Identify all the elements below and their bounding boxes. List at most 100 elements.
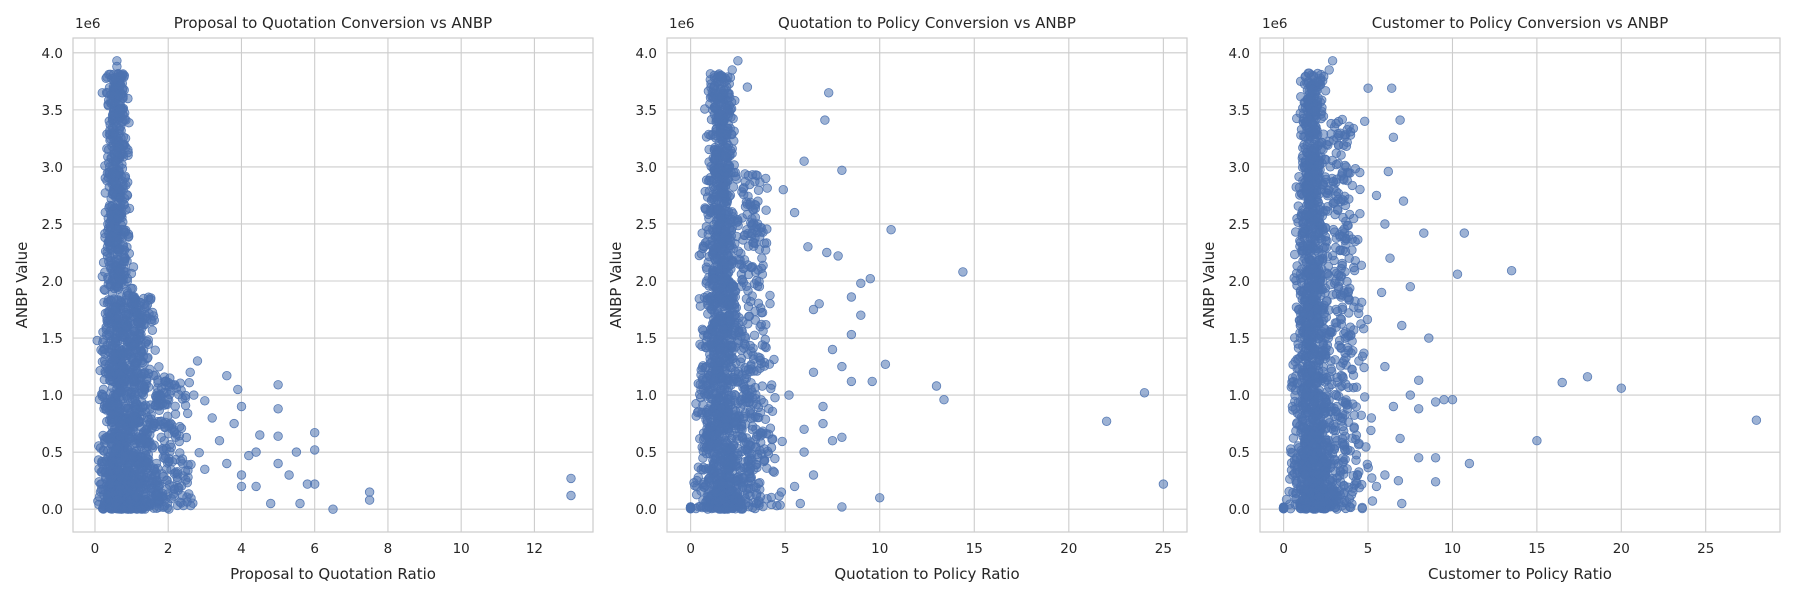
scatter-point (795, 498, 806, 509)
scatter-point (789, 481, 800, 492)
scatter-point (105, 460, 115, 470)
x-axis-label: Proposal to Quotation Ratio (230, 565, 436, 583)
x-tick-label: 12 (526, 541, 543, 557)
scatter-point (108, 361, 118, 372)
scatter-point (142, 300, 153, 310)
scatter-point (121, 205, 131, 215)
scatter-point (754, 244, 765, 255)
scatter-point (151, 458, 162, 469)
scatter-point (566, 473, 576, 484)
scatter-point (820, 115, 830, 125)
scatter-point (726, 112, 736, 122)
y-offset-label: 1e6 (75, 16, 100, 32)
scatter-point (107, 122, 118, 133)
scatter-point (750, 267, 761, 277)
scatter-point (701, 464, 711, 474)
y-tick-label: 3.5 (42, 103, 63, 119)
scatter-point (251, 481, 261, 492)
scatter-points (685, 56, 1169, 514)
scatter-point (103, 297, 114, 307)
scatter-point (691, 399, 701, 409)
scatter-point (698, 453, 708, 463)
x-tick-label: 6 (310, 541, 319, 557)
scatter-point (710, 150, 721, 160)
scatter-point (724, 79, 735, 89)
scatter-point (716, 213, 726, 223)
scatter-point (746, 296, 756, 307)
scatter-point (116, 472, 126, 482)
scatter-point (291, 447, 302, 457)
scatter-point (733, 450, 743, 461)
scatter-point (706, 295, 716, 305)
scatter-point (720, 151, 730, 161)
scatter-point (129, 375, 139, 386)
scatter-point (762, 224, 772, 234)
y-tick-label: 1.5 (636, 331, 657, 347)
scatter-point (122, 342, 132, 352)
scatter-point (808, 367, 819, 378)
scatter-point (703, 229, 714, 239)
y-axis-label: ANBP Value (607, 242, 625, 329)
scatter-point (110, 72, 120, 83)
scatter-point (132, 358, 142, 368)
scatter-point (273, 431, 283, 441)
scatter-point (728, 376, 738, 387)
scatter-point (757, 381, 768, 391)
scatter-point (761, 173, 771, 184)
scatter-point (132, 307, 142, 317)
y-tick-label: 3.0 (636, 160, 657, 176)
scatter-point (733, 220, 743, 231)
scatter-point (112, 61, 122, 72)
scatter-point (154, 362, 164, 372)
scatter-point (118, 240, 129, 250)
y-tick-label: 0.0 (42, 502, 63, 518)
scatter-point (295, 498, 305, 509)
scatter-point (176, 423, 187, 434)
scatter-point (189, 390, 199, 400)
scatter-point (150, 345, 160, 355)
scatter-point (184, 378, 195, 388)
scatter-point (740, 384, 750, 394)
scatter-point (229, 418, 239, 429)
scatter-point (766, 383, 776, 394)
scatter-point (1139, 388, 1150, 398)
x-tick-label: 0 (686, 541, 695, 557)
scatter-point (147, 316, 157, 327)
scatter-point (704, 425, 714, 435)
scatter-point (222, 371, 232, 381)
scatter-point (106, 325, 116, 335)
scatter-point (808, 470, 819, 480)
scatter-point (284, 470, 294, 480)
scatter-point (727, 65, 737, 75)
scatter-point (149, 440, 159, 450)
scatter-point (856, 278, 866, 289)
scatter-point (846, 329, 857, 340)
y-tick-label: 1.0 (42, 388, 63, 404)
scatter-point (151, 503, 162, 514)
scatter-point (803, 242, 813, 252)
scatter-point (712, 409, 722, 420)
scatter-point (566, 490, 576, 501)
scatter-point (755, 363, 765, 374)
scatter-point (116, 133, 126, 143)
scatter-point (759, 456, 769, 467)
scatter-point (748, 343, 758, 354)
scatter-point (708, 105, 718, 115)
scatter-point (765, 299, 775, 309)
scatter-point (113, 183, 124, 194)
scatter-point (115, 430, 125, 441)
scatter-point (738, 235, 748, 245)
scatter-point (743, 439, 754, 450)
scatter-point (251, 447, 261, 457)
scatter-point (364, 487, 375, 497)
scatter-point (97, 88, 108, 98)
scatter-point (719, 197, 730, 208)
scatter-point (691, 411, 701, 421)
scatter-point (110, 256, 120, 267)
scatter-point (704, 186, 715, 196)
scatter-point (103, 279, 114, 289)
scatter-point (712, 223, 722, 234)
y-axis-label: ANBP Value (13, 242, 31, 329)
scatter-point (728, 440, 739, 451)
scatter-point (92, 335, 102, 346)
